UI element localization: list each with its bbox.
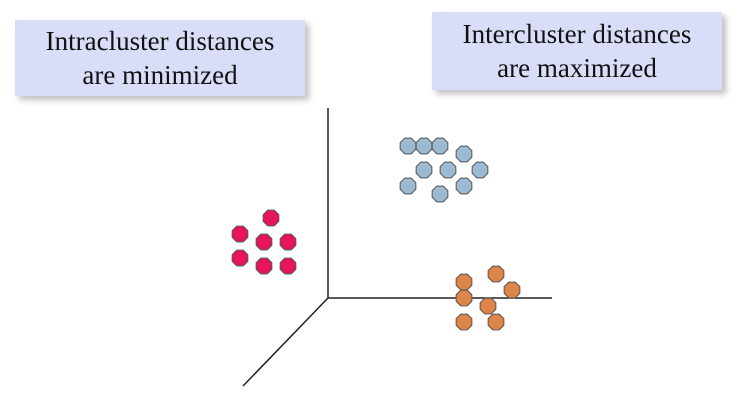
cluster-point bbox=[279, 233, 297, 251]
cluster-point bbox=[487, 313, 505, 331]
intracluster-label-line2: are minimized bbox=[82, 60, 238, 90]
cluster-point bbox=[455, 313, 473, 331]
cluster-point bbox=[415, 161, 433, 179]
blue-cluster bbox=[399, 137, 489, 203]
cluster-point bbox=[231, 249, 249, 267]
cluster-point bbox=[255, 257, 273, 275]
cluster-point bbox=[431, 137, 449, 155]
cluster-point bbox=[479, 297, 497, 315]
cluster-point bbox=[487, 265, 505, 283]
cluster-point bbox=[262, 209, 280, 227]
cluster-point bbox=[503, 281, 521, 299]
intercluster-label-box: Intercluster distances are maximized bbox=[432, 12, 722, 90]
pink-cluster bbox=[231, 209, 297, 275]
cluster-point bbox=[231, 225, 249, 243]
cluster-point bbox=[255, 233, 273, 251]
intracluster-label-box: Intracluster distances are minimized bbox=[15, 20, 305, 96]
cluster-point bbox=[455, 177, 473, 195]
cluster-point bbox=[455, 273, 473, 291]
cluster-point bbox=[415, 137, 433, 155]
clusters bbox=[231, 137, 521, 331]
cluster-point bbox=[399, 137, 417, 155]
cluster-point bbox=[471, 161, 489, 179]
cluster-point bbox=[455, 289, 473, 307]
orange-cluster bbox=[455, 265, 521, 331]
depth-axis bbox=[242, 297, 329, 387]
cluster-point bbox=[439, 161, 457, 179]
intercluster-label-line1: Intercluster distances bbox=[462, 19, 692, 49]
cluster-point bbox=[455, 145, 473, 163]
intercluster-label-line2: are maximized bbox=[497, 53, 657, 83]
cluster-point bbox=[431, 185, 449, 203]
cluster-point bbox=[279, 257, 297, 275]
intracluster-label-line1: Intracluster distances bbox=[45, 26, 275, 56]
cluster-point bbox=[399, 177, 417, 195]
